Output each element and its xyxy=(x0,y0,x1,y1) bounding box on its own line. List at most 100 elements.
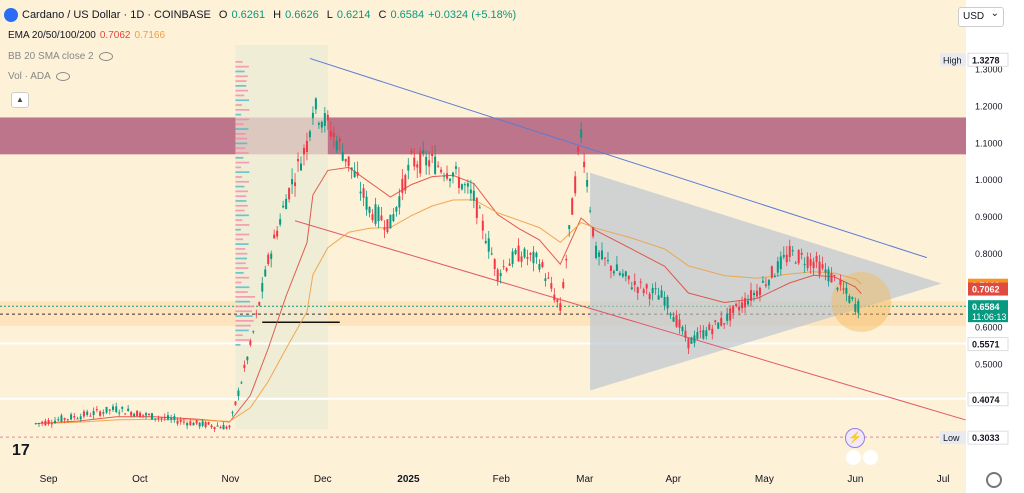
candle-body xyxy=(392,214,395,221)
low-label: L xyxy=(326,9,333,21)
candle-body xyxy=(836,287,839,290)
time-axis: Sep Oct Nov Dec 2025 Feb Mar Apr May Jun Jul xyxy=(40,474,950,485)
candle-body xyxy=(323,113,326,126)
volume-profile-bar xyxy=(235,195,247,198)
candle-body xyxy=(541,262,544,268)
candle-body xyxy=(574,176,577,194)
ema-indicator-legend[interactable]: EMA 20/50/100/200 0.7062 0.7166 xyxy=(8,30,165,41)
volume-profile-bar xyxy=(235,252,248,255)
candle-body xyxy=(416,164,419,168)
symbol-header: Cardano / US Dollar · 1D · COINBASE O 0.6… xyxy=(4,8,516,22)
candle-body xyxy=(466,183,469,187)
candle-body xyxy=(639,281,642,283)
candle-body xyxy=(383,227,386,230)
bb-indicator-legend[interactable]: BB 20 SMA close 2 xyxy=(8,51,113,62)
candle-body xyxy=(347,156,350,166)
candle-body xyxy=(285,198,288,210)
symbol-title[interactable]: Cardano / US Dollar · 1D · COINBASE xyxy=(22,9,211,21)
candle-body xyxy=(47,420,50,424)
candle-body xyxy=(186,423,189,426)
candle-body xyxy=(219,427,222,429)
x-tick-label: Sep xyxy=(40,474,58,485)
volume-profile-bar xyxy=(235,233,250,236)
volume-profile-bar xyxy=(235,286,250,289)
volume-indicator-legend[interactable]: Vol · ADA xyxy=(8,71,70,82)
candle-body xyxy=(779,256,782,270)
candle-body xyxy=(413,157,416,167)
candle-body xyxy=(308,131,311,138)
candle-body xyxy=(565,258,568,261)
event-marker[interactable] xyxy=(846,450,861,465)
candle-body xyxy=(717,322,720,329)
candle-body xyxy=(499,272,502,277)
eye-hidden-icon[interactable] xyxy=(55,71,70,81)
event-markers[interactable] xyxy=(846,450,880,465)
candle-body xyxy=(457,177,460,189)
volume-profile-bar xyxy=(235,262,246,265)
candle-body xyxy=(422,150,425,155)
candle-body xyxy=(598,252,601,257)
tradingview-logo[interactable]: 17 xyxy=(12,442,30,459)
gear-icon[interactable] xyxy=(986,472,1002,488)
candle-body xyxy=(273,234,276,239)
candle-body xyxy=(794,262,797,264)
candle-body xyxy=(377,207,380,222)
high-label: H xyxy=(273,9,282,21)
lightning-icon[interactable]: ⚡ xyxy=(845,428,865,448)
candle-body xyxy=(350,167,353,170)
candle-body xyxy=(320,121,323,128)
candle-body xyxy=(559,303,562,311)
price-label-value: 0.5571 xyxy=(972,340,1000,350)
volume-profile-bar xyxy=(235,185,245,188)
candle-body xyxy=(44,420,47,426)
candle-body xyxy=(297,159,300,162)
event-marker[interactable] xyxy=(863,450,878,465)
price-label-box xyxy=(967,337,1009,352)
candle-body xyxy=(669,313,672,316)
volume-profile-bar xyxy=(235,329,249,332)
volume-profile-bar xyxy=(235,200,247,202)
candle-body xyxy=(615,264,618,271)
candle-body xyxy=(142,414,145,416)
candle-body xyxy=(851,297,854,299)
chevron-up-icon[interactable]: ▲ xyxy=(11,92,29,108)
candle-body xyxy=(133,413,136,417)
candle-body xyxy=(681,326,684,331)
candle-body xyxy=(338,139,341,142)
candle-body xyxy=(60,415,63,422)
candle-body xyxy=(693,335,696,343)
candle-body xyxy=(176,420,179,424)
candle-body xyxy=(764,284,767,286)
candle-body xyxy=(201,421,204,426)
candle-body xyxy=(571,198,574,215)
candle-body xyxy=(243,364,246,369)
volume-profile-bar xyxy=(235,128,249,130)
candle-body xyxy=(785,254,788,263)
candle-body xyxy=(160,417,163,419)
candle-body xyxy=(523,248,526,258)
x-tick-label: Dec xyxy=(314,474,332,485)
volume-profile-bar xyxy=(235,324,251,327)
candle-body xyxy=(642,289,645,294)
ema-label: EMA 20/50/100/200 xyxy=(8,30,96,41)
trend-lines xyxy=(294,57,966,421)
candle-body xyxy=(371,214,374,221)
y-tick-label: 1.2000 xyxy=(975,101,1003,111)
price-label-box xyxy=(967,52,1009,67)
candle-body xyxy=(824,269,827,273)
candle-body xyxy=(544,278,547,281)
candle-body xyxy=(636,287,639,293)
volume-profile-bar xyxy=(235,276,250,279)
eye-hidden-icon[interactable] xyxy=(98,51,113,61)
y-tick-label: 1.1000 xyxy=(975,138,1003,148)
currency-select[interactable]: USD xyxy=(958,5,1004,27)
candle-body xyxy=(690,337,693,344)
candle-body xyxy=(738,306,741,311)
candle-body xyxy=(222,424,225,430)
candle-body xyxy=(714,320,717,322)
candle-body xyxy=(812,261,815,269)
candle-body xyxy=(621,273,624,277)
candle-body xyxy=(288,188,291,200)
candle-body xyxy=(127,408,130,412)
